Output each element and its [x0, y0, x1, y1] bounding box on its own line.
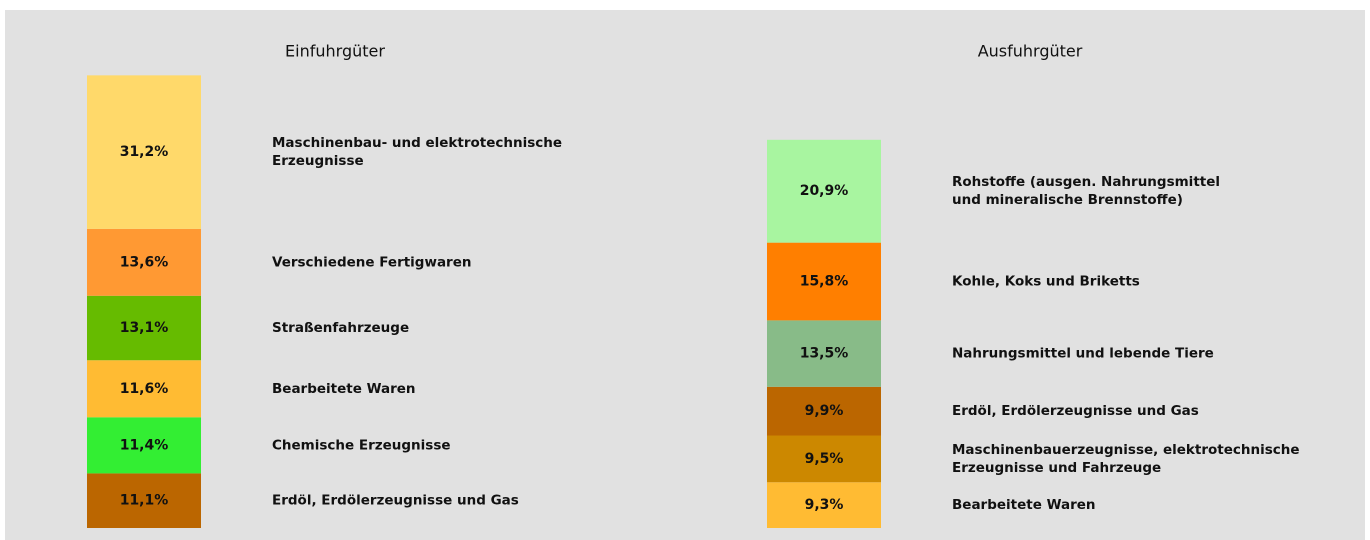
bar-segment: [767, 139, 881, 243]
data-label: 15,8%: [800, 274, 849, 290]
data-label: 9,9%: [805, 403, 844, 419]
data-label: 11,6%: [120, 381, 169, 397]
bar-segment: [87, 360, 201, 418]
data-label: 20,9%: [800, 183, 849, 199]
category-label: Erdöl, Erdölerzeugnisse und Gas: [952, 403, 1199, 419]
category-label: Verschiedene Fertigwaren: [272, 254, 471, 270]
bar-segment: [767, 320, 881, 387]
bar-segment: [87, 295, 201, 361]
bar-segment: [767, 386, 881, 436]
chart-title: Ausfuhrgüter: [978, 42, 1083, 61]
category-label: Bearbeitete Waren: [272, 381, 416, 397]
panel: [5, 10, 1365, 540]
bar-segment: [87, 417, 201, 474]
category-label: Kohle, Koks und Briketts: [952, 274, 1140, 290]
bar-segment: [87, 75, 201, 229]
chart-title: Einfuhrgüter: [285, 42, 385, 61]
category-label: Erdöl, Erdölerzeugnisse und Gas: [272, 493, 519, 509]
bar-segment: [767, 482, 881, 528]
category-label: Rohstoffe (ausgen. Nahrungsmittel und min…: [952, 174, 1220, 208]
data-label: 13,6%: [120, 254, 169, 270]
data-label: 13,1%: [120, 320, 169, 336]
category-label: Maschinenbauerzeugnisse, elektrotechnisc…: [952, 442, 1300, 476]
data-label: 13,5%: [800, 346, 849, 362]
bar-segment: [767, 435, 881, 483]
data-label: 11,1%: [120, 493, 169, 509]
data-label: 9,5%: [805, 451, 844, 467]
bar-segment: [87, 473, 201, 528]
category-label: Maschinenbau- und elektrotechnische Erzeu…: [272, 135, 562, 169]
category-label: Chemische Erzeugnisse: [272, 437, 451, 453]
data-label: 9,3%: [805, 497, 844, 513]
category-label: Nahrungsmittel und lebende Tiere: [952, 346, 1214, 362]
category-label: Bearbeitete Waren: [952, 497, 1096, 513]
data-label: 11,4%: [120, 437, 169, 453]
category-label: Straßenfahrzeuge: [272, 320, 409, 336]
bar-segment: [87, 228, 201, 296]
data-label: 31,2%: [120, 144, 169, 160]
bar-segment: [767, 242, 881, 321]
